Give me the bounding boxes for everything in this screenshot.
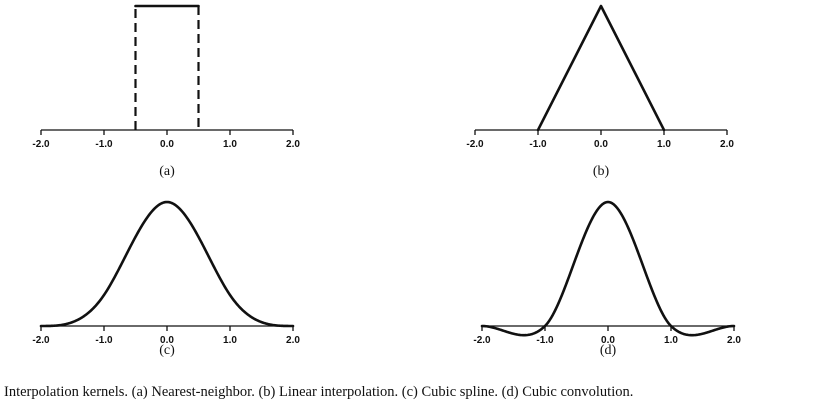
x-tick-label: -2.0 [473, 335, 491, 346]
panel-label: (c) [159, 343, 175, 358]
x-tick-label: 1.0 [223, 139, 237, 150]
panel-label: (b) [593, 164, 610, 179]
x-tick-label: -1.0 [95, 139, 113, 150]
x-tick-label: 0.0 [601, 335, 615, 346]
x-tick-label: 2.0 [286, 335, 300, 346]
x-tick-label: 0.0 [160, 335, 174, 346]
x-tick-label: -2.0 [32, 139, 50, 150]
interpolation-kernels-figure: -2.0 -1.0 0.0 1.0 2.0 (a) -2.0 -1.0 0.0 1.0 2.0 (b)… [32, 4, 741, 358]
x-tick-label: -1.0 [95, 335, 113, 346]
panel-d: -2.0 -1.0 0.0 1.0 2.0 (d) [473, 200, 741, 358]
x-tick-label: -2.0 [32, 335, 50, 346]
figure-caption: Interpolation kernels. (a) Nearest-neigh… [4, 384, 634, 400]
x-tick-label: 0.0 [160, 139, 174, 150]
x-tick-label: 1.0 [657, 139, 671, 150]
x-tick-label: 1.0 [223, 335, 237, 346]
panel-c: -2.0 -1.0 0.0 1.0 2.0 (c) [32, 200, 300, 358]
x-tick-label: -2.0 [466, 139, 484, 150]
x-tick-label: 0.0 [594, 139, 608, 150]
panel-label: (a) [159, 164, 175, 179]
kernel-curve [480, 200, 736, 337]
x-tick-label: -1.0 [536, 335, 554, 346]
panel-b: -2.0 -1.0 0.0 1.0 2.0 (b) [466, 4, 734, 179]
panel-label: (d) [600, 343, 617, 358]
panel-a: -2.0 -1.0 0.0 1.0 2.0 (a) [32, 4, 300, 179]
kernel-curve [536, 4, 666, 132]
x-tick-label: 2.0 [720, 139, 734, 150]
x-tick-label: -1.0 [529, 139, 547, 150]
kernel-curve [39, 200, 295, 328]
x-tick-label: 2.0 [727, 335, 741, 346]
x-tick-label: 2.0 [286, 139, 300, 150]
x-tick-label: 1.0 [664, 335, 678, 346]
